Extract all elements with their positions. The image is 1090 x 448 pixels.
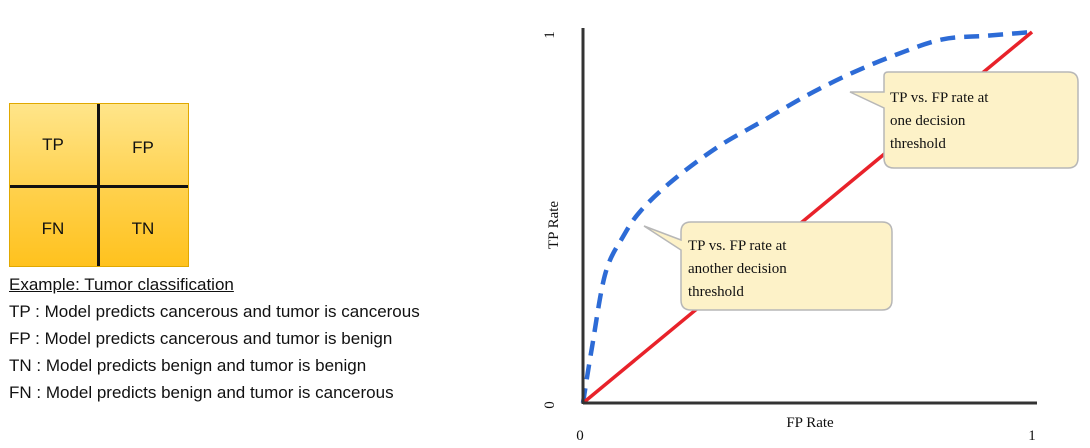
x-axis-label: FP Rate <box>786 415 834 431</box>
callout-one-line-1: TP vs. FP rate at <box>890 90 989 106</box>
legend-line-tn: TN : Model predicts benign and tumor is … <box>9 356 367 375</box>
callout-another-line-1: TP vs. FP rate at <box>688 238 787 254</box>
x-tick-1: 1 <box>1028 428 1036 444</box>
y-axis-label: TP Rate <box>546 201 562 250</box>
y-tick-1: 1 <box>542 31 558 39</box>
svg-text:TP vs. FP rate at one de: TP vs. FP rate at one decision threshold <box>890 90 992 152</box>
roc-chart: 0 1 0 1 FP Rate TP Rate TP vs. FP rate a… <box>542 28 1079 444</box>
cell-fp: FP <box>132 138 154 157</box>
callout-another-line-2: another decision <box>688 261 787 277</box>
callout-another-threshold-box <box>643 221 893 311</box>
confusion-matrix: TP FP FN TN <box>9 103 189 267</box>
callout-one-line-3: threshold <box>890 136 946 152</box>
legend-line-fn: FN : Model predicts benign and tumor is … <box>9 383 394 402</box>
callout-one-threshold: TP vs. FP rate at one decision threshold <box>849 71 1079 169</box>
callout-one-line-2: one decision <box>890 113 966 129</box>
legend-title: Example: Tumor classification <box>9 275 234 294</box>
callout-one-threshold-box <box>849 71 1079 169</box>
roc-curve-dashed <box>580 29 1033 404</box>
svg-text:TP vs. FP rate at anothe: TP vs. FP rate at another decision thres… <box>688 238 790 300</box>
cell-tn: TN <box>131 219 155 238</box>
legend-line-tp: TP : Model predicts cancerous and tumor … <box>9 302 420 321</box>
matrix-horizontal-divider <box>10 185 188 188</box>
callout-another-threshold: TP vs. FP rate at another decision thres… <box>643 221 893 311</box>
legend-line-fp: FP : Model predicts cancerous and tumor … <box>9 329 393 348</box>
cell-fn: FN <box>41 219 65 238</box>
x-tick-0: 0 <box>576 428 584 444</box>
callout-another-line-3: threshold <box>688 284 744 300</box>
cell-tp: TP <box>42 135 64 154</box>
y-tick-0: 0 <box>542 401 558 409</box>
